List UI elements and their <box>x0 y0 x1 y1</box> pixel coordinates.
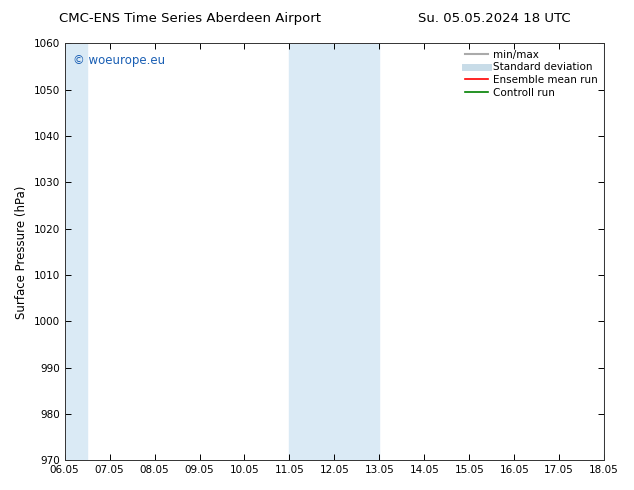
Y-axis label: Surface Pressure (hPa): Surface Pressure (hPa) <box>15 185 28 318</box>
Text: Su. 05.05.2024 18 UTC: Su. 05.05.2024 18 UTC <box>418 12 571 25</box>
Bar <box>290 44 379 460</box>
Bar <box>65 44 87 460</box>
Legend: min/max, Standard deviation, Ensemble mean run, Controll run: min/max, Standard deviation, Ensemble me… <box>461 46 602 102</box>
Bar <box>604 44 634 460</box>
Text: CMC-ENS Time Series Aberdeen Airport: CMC-ENS Time Series Aberdeen Airport <box>59 12 321 25</box>
Text: © woeurope.eu: © woeurope.eu <box>73 54 165 67</box>
